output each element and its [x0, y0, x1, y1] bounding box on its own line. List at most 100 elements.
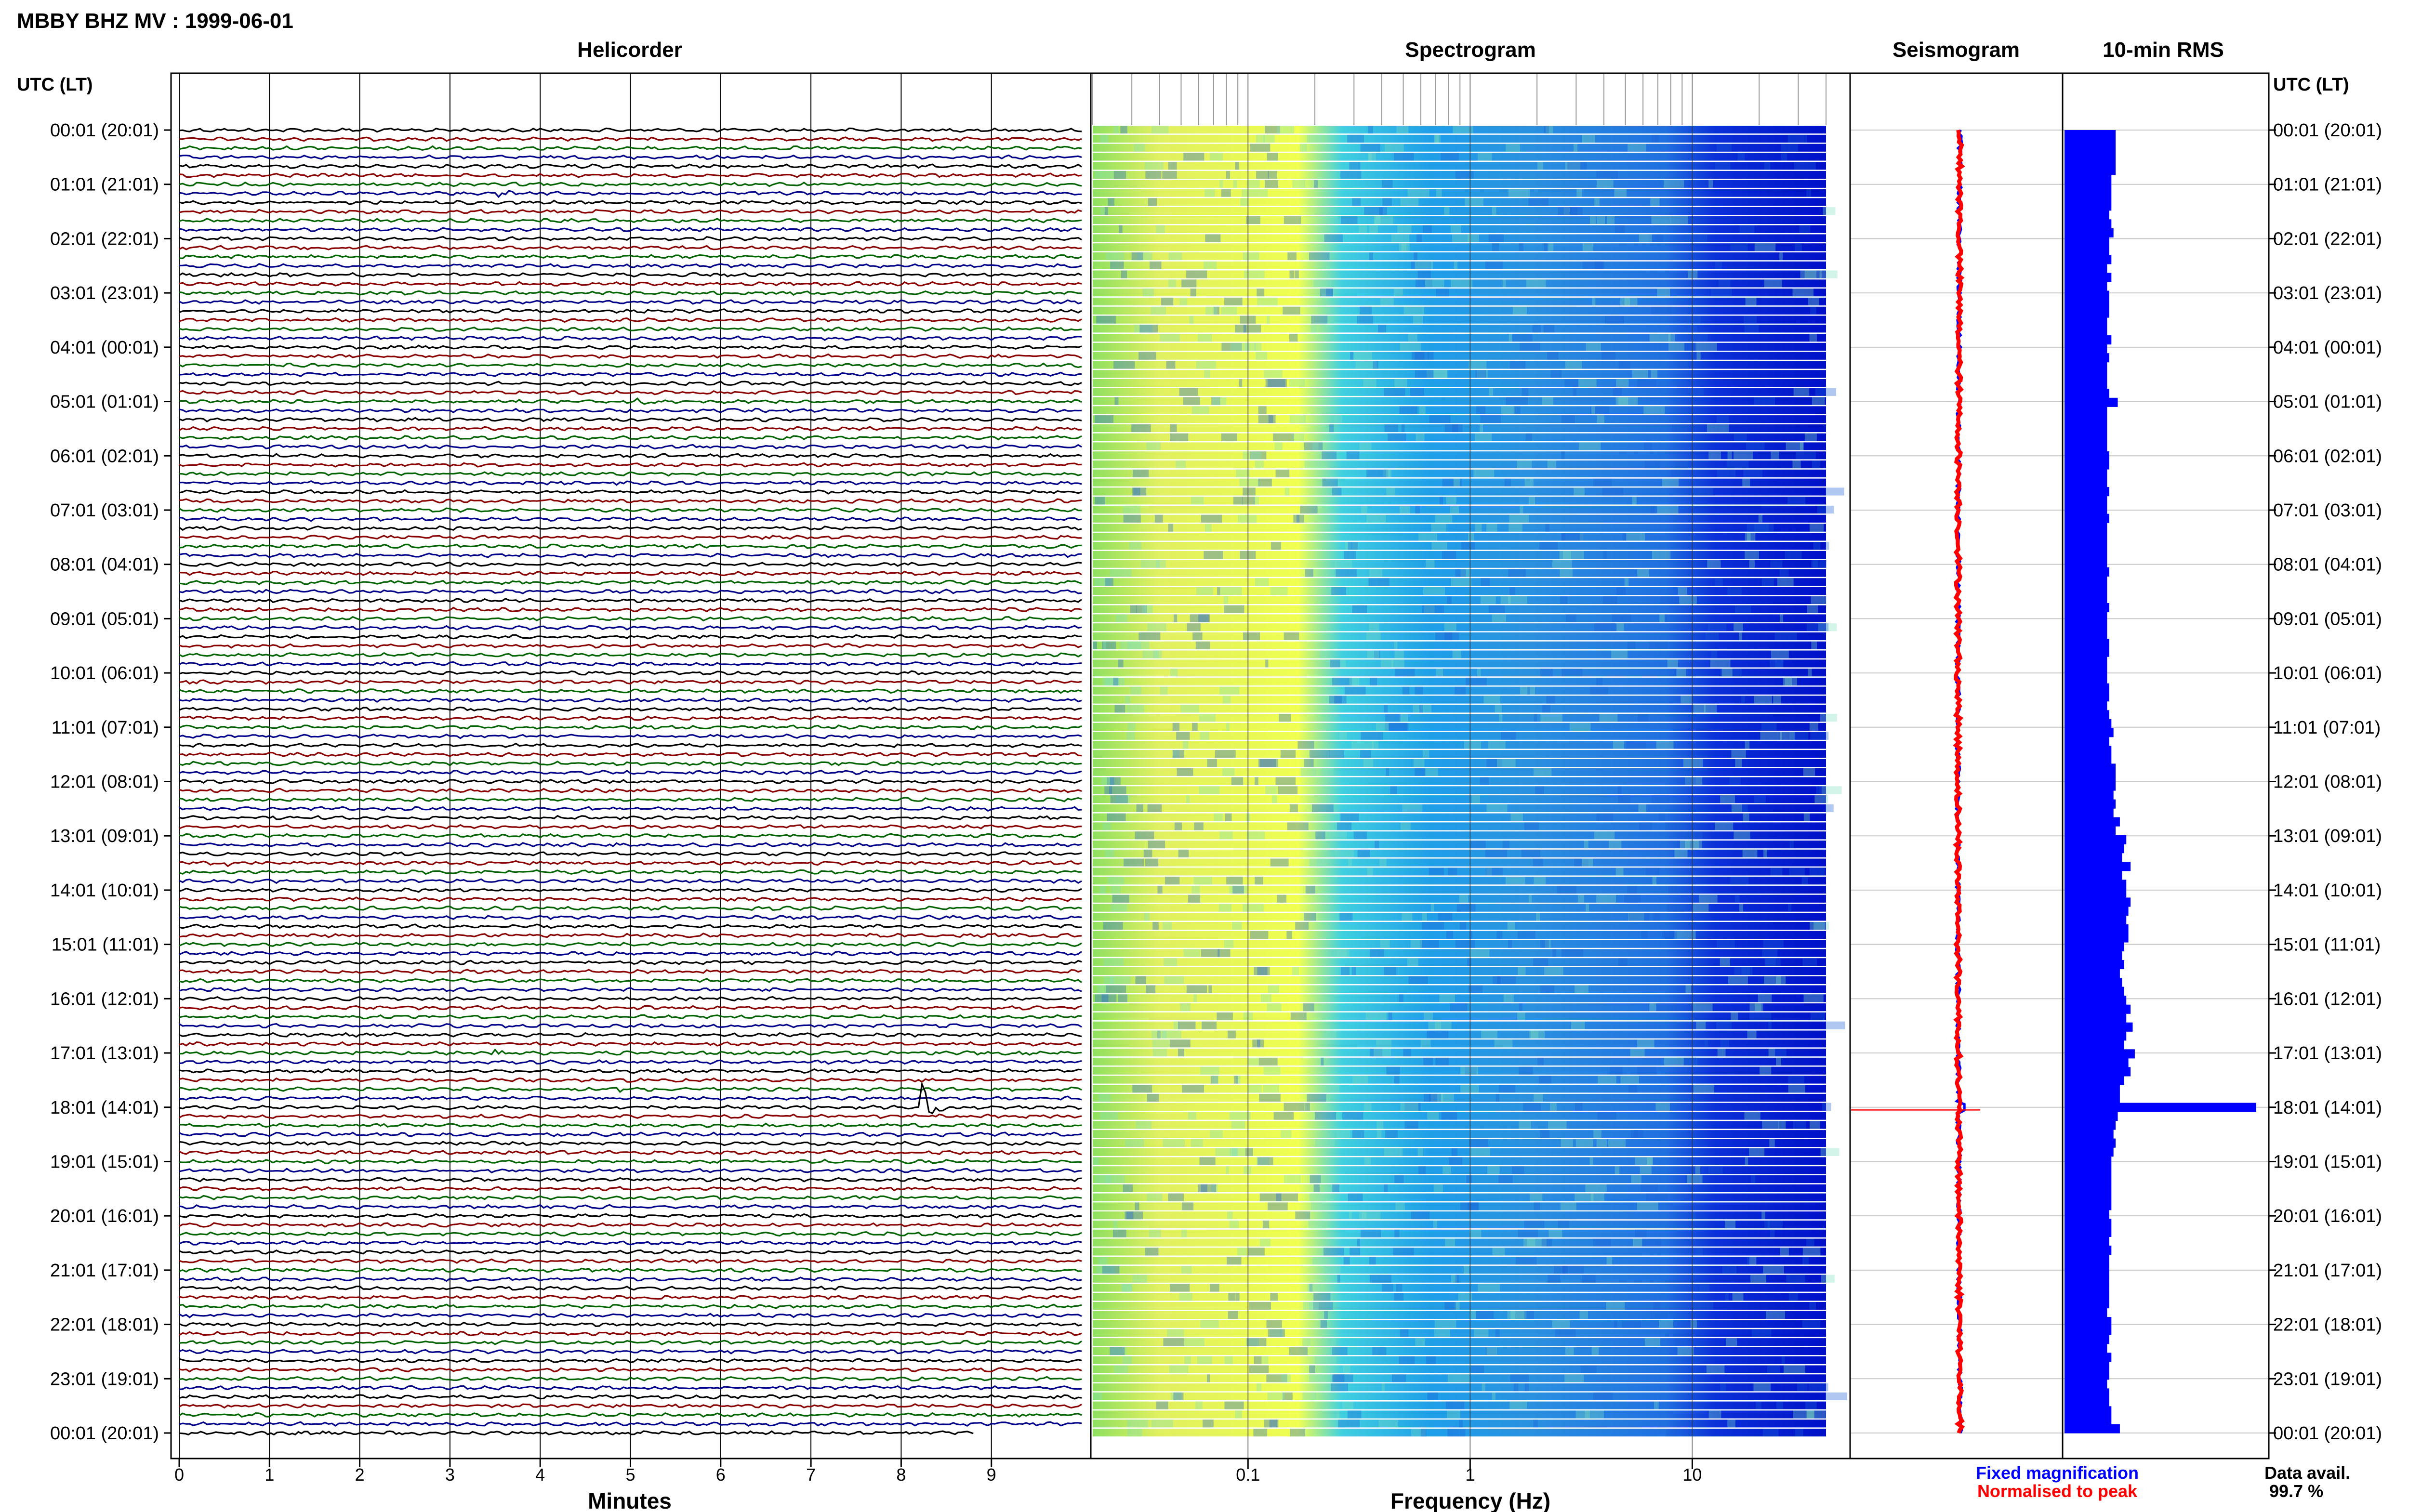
spectrogram-texture: [1263, 1085, 1279, 1093]
spectrogram-texture: [1762, 1121, 1779, 1129]
spectrogram-texture: [1754, 243, 1776, 251]
spectrogram-texture: [1480, 596, 1496, 604]
helicorder-trace: [179, 996, 1082, 1002]
spectrogram-texture: [1590, 686, 1608, 695]
spectrogram-texture: [1794, 162, 1816, 170]
rms-bar: [2065, 1335, 2109, 1344]
spectrogram-texture: [1289, 270, 1295, 278]
helicorder-trace: [179, 1276, 1082, 1282]
rms-bar: [2065, 862, 2131, 871]
spectrogram-texture: [1390, 786, 1397, 794]
spectrogram-texture: [1103, 976, 1114, 984]
spectrogram-texture: [1664, 614, 1668, 622]
spectrogram-texture: [1487, 1166, 1500, 1174]
spectrogram-texture: [1639, 234, 1652, 242]
spectrogram-texture: [1450, 505, 1459, 514]
spectrogram-texture: [1407, 189, 1430, 197]
spectrogram-texture: [1811, 560, 1818, 568]
spectrogram-texture: [1284, 1103, 1305, 1111]
spectrogram-texture: [1580, 1365, 1597, 1373]
spectrogram-texture: [1789, 1293, 1798, 1301]
spectrogram-texture: [1181, 1202, 1194, 1210]
spectrogram-texture: [1402, 913, 1413, 921]
spectrogram-texture: [1562, 1265, 1565, 1274]
spectrogram-texture: [1596, 1139, 1607, 1147]
spectrogram-row: [1093, 352, 1826, 360]
spectrogram-texture: [1548, 1121, 1567, 1129]
helicorder-trace: [179, 570, 1082, 577]
spectrogram-texture: [1444, 623, 1456, 631]
spectrogram-texture: [1361, 732, 1383, 740]
spectrogram-texture: [1349, 162, 1361, 170]
spectrogram-texture: [1464, 198, 1483, 206]
spectrogram-texture: [1431, 524, 1447, 532]
helicorder-trace: [179, 1340, 1082, 1345]
spectrogram-texture: [1659, 614, 1666, 622]
spectrogram-texture: [1363, 379, 1377, 387]
spectrogram-texture: [1404, 1103, 1421, 1111]
spectrogram-texture: [1444, 632, 1459, 641]
spectrogram-texture: [1424, 605, 1435, 613]
spectrogram-texture: [1125, 1211, 1143, 1220]
spectrogram-texture: [1195, 1401, 1203, 1409]
spectrogram-texture: [1420, 1039, 1431, 1048]
spectrogram-texture: [1495, 1329, 1500, 1337]
spectrogram-texture: [1747, 533, 1751, 541]
spectrogram-texture: [1546, 696, 1555, 704]
spectrogram-texture: [1571, 1021, 1585, 1029]
rms-bar: [2065, 1040, 2124, 1050]
spectrogram-texture: [1152, 126, 1169, 134]
spectrogram-texture: [1468, 985, 1483, 993]
spectrogram-texture: [1530, 1193, 1543, 1201]
spectrogram-texture: [1322, 478, 1338, 486]
rms-bar: [2065, 1415, 2112, 1424]
spectrogram-texture: [1524, 822, 1539, 830]
spectrogram-texture: [1114, 705, 1125, 713]
spectrogram-row: [1093, 705, 1826, 713]
spectrogram-texture: [1235, 1076, 1241, 1084]
spectrogram-row: [1093, 207, 1826, 215]
spectrogram-texture: [1693, 1211, 1696, 1220]
spectrogram-texture: [1685, 985, 1692, 993]
spectrogram-texture: [1344, 551, 1356, 559]
spectrogram-texture: [1369, 252, 1373, 261]
spectrogram-texture: [1135, 1202, 1139, 1210]
spectrogram-texture: [1099, 885, 1106, 894]
spectrogram-texture: [1110, 569, 1132, 577]
rms-bar: [2065, 335, 2112, 345]
spectrogram-texture: [1579, 1311, 1588, 1319]
spectrogram-texture: [1410, 940, 1422, 948]
row-label-left: 18:01 (14:01): [50, 1098, 159, 1118]
spectrogram-texture: [1192, 632, 1203, 641]
spectrogram-texture: [1809, 1121, 1820, 1129]
spectrogram-texture: [1821, 1275, 1835, 1283]
spectrogram-texture: [1300, 768, 1317, 776]
spectrogram-texture: [1715, 578, 1723, 586]
spectrogram-texture: [1324, 1248, 1344, 1256]
spectrogram-texture: [1156, 225, 1165, 233]
spectrogram-row: [1093, 1420, 1826, 1428]
spectrogram-texture: [1172, 750, 1184, 758]
spectrogram-texture: [1309, 858, 1324, 867]
spectrogram-texture: [1326, 1085, 1339, 1093]
spectrogram-texture: [1539, 1076, 1551, 1084]
spectrogram-row: [1093, 1093, 1826, 1102]
spectrogram-texture: [1620, 297, 1630, 306]
rms-bar: [2065, 844, 2124, 854]
spectrogram-texture: [1133, 469, 1149, 477]
spectrogram-texture: [1468, 533, 1474, 541]
spectrogram-texture: [1469, 841, 1486, 849]
spectrogram-texture: [1258, 759, 1279, 767]
spectrogram-texture: [1436, 189, 1442, 197]
spectrogram-texture: [1163, 1139, 1185, 1147]
spectrogram-texture: [1109, 786, 1126, 794]
spectrogram-texture: [1480, 415, 1501, 423]
spectrogram-row: [1093, 1121, 1826, 1129]
spectrogram-row: [1093, 1311, 1826, 1319]
spectrogram-texture: [1416, 234, 1422, 242]
spectrogram-texture: [1567, 162, 1587, 170]
helicorder-trace: [179, 589, 1082, 594]
spectrogram-texture: [1463, 1265, 1469, 1274]
spectrogram-texture: [1776, 1401, 1783, 1409]
spectrogram-texture: [1430, 1093, 1443, 1102]
